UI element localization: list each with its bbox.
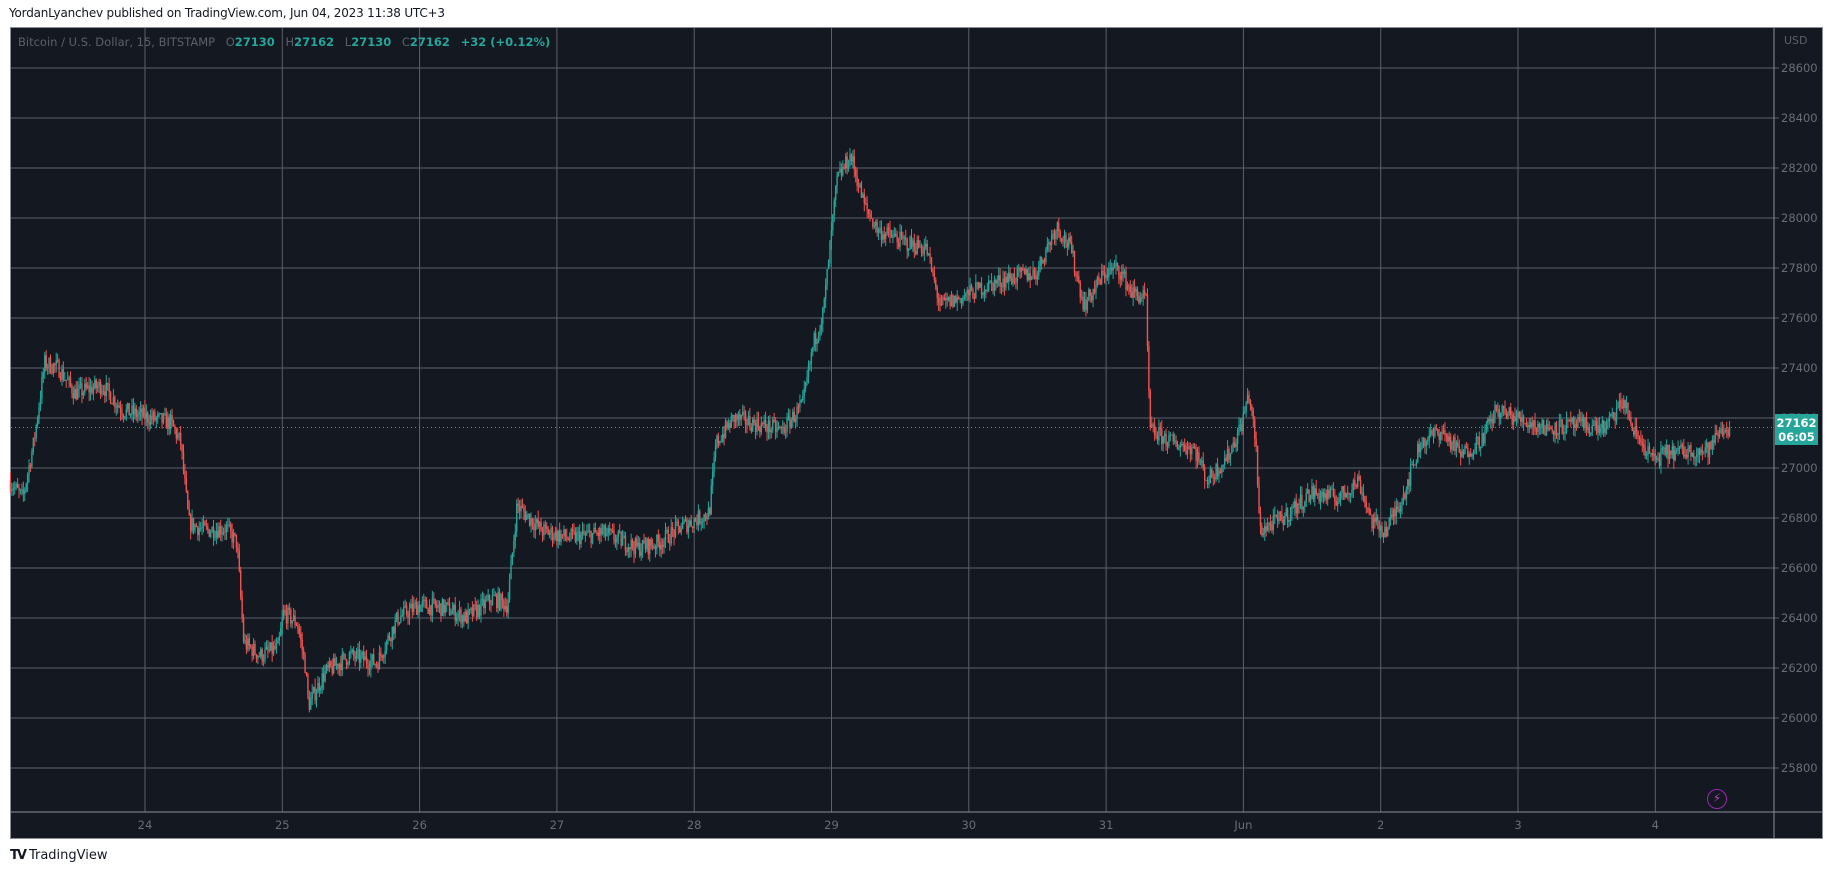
time-tick-label: 31 bbox=[1098, 818, 1114, 832]
last-price-badge: 27162 06:05 bbox=[1775, 413, 1818, 445]
price-tick-label: 26000 bbox=[1781, 711, 1818, 725]
symbol-legend: Bitcoin / U.S. Dollar, 15, BITSTAMP O271… bbox=[18, 35, 550, 49]
time-tick-label: 26 bbox=[412, 818, 427, 832]
price-tick-label: 28600 bbox=[1781, 61, 1818, 75]
price-tick-label: 28400 bbox=[1781, 111, 1818, 125]
lightning-alert-icon[interactable]: ⚡ bbox=[1707, 789, 1727, 809]
low-value: 27130 bbox=[351, 35, 392, 49]
time-tick-label: 29 bbox=[824, 818, 839, 832]
time-tick-label: 27 bbox=[549, 818, 565, 832]
price-tick-label: 28000 bbox=[1781, 211, 1818, 225]
high-label: H bbox=[285, 35, 295, 49]
footer-brand: TV TradingView bbox=[10, 848, 107, 863]
time-tick-label: 3 bbox=[1514, 818, 1522, 832]
time-tick-label: 30 bbox=[961, 818, 977, 832]
close-label: C bbox=[401, 35, 410, 49]
price-tick-label: 27600 bbox=[1781, 311, 1818, 325]
candles bbox=[9, 148, 1731, 713]
high-value: 27162 bbox=[294, 35, 335, 49]
brand-name: TradingView bbox=[28, 848, 108, 863]
last-price-value: 27162 bbox=[1776, 415, 1817, 430]
price-tick-label: 27800 bbox=[1781, 261, 1818, 275]
time-tick-label: 25 bbox=[274, 818, 290, 832]
time-tick-label: 28 bbox=[686, 818, 702, 832]
time-tick-label: 2 bbox=[1377, 818, 1385, 832]
symbol-title[interactable]: Bitcoin / U.S. Dollar, 15, BITSTAMP bbox=[18, 35, 216, 49]
tradingview-logo-icon: TV bbox=[10, 848, 27, 863]
time-tick-label: Jun bbox=[1234, 818, 1253, 832]
price-tick-label: 26800 bbox=[1781, 511, 1818, 525]
published-caption: YordanLyanchev published on TradingView.… bbox=[9, 6, 445, 20]
price-tick-label: 26200 bbox=[1781, 661, 1818, 675]
price-tick-label: 28200 bbox=[1781, 161, 1818, 175]
price-tick-label: 26600 bbox=[1781, 561, 1818, 575]
close-value: 27162 bbox=[409, 35, 450, 49]
currency-label[interactable]: USD bbox=[1784, 34, 1808, 47]
open-label: O bbox=[225, 35, 235, 49]
price-tick-label: 27000 bbox=[1781, 461, 1818, 475]
time-tick-label: 24 bbox=[137, 818, 153, 832]
price-tick-label: 26400 bbox=[1781, 611, 1818, 625]
bar-countdown: 06:05 bbox=[1778, 429, 1815, 444]
price-tick-label: 27400 bbox=[1781, 361, 1818, 375]
price-tick-label: 25800 bbox=[1781, 761, 1818, 775]
open-value: 27130 bbox=[234, 35, 275, 49]
low-label: L bbox=[344, 35, 352, 49]
time-tick-label: 4 bbox=[1651, 818, 1659, 832]
change-value: +32 (+0.12%) bbox=[460, 35, 551, 49]
